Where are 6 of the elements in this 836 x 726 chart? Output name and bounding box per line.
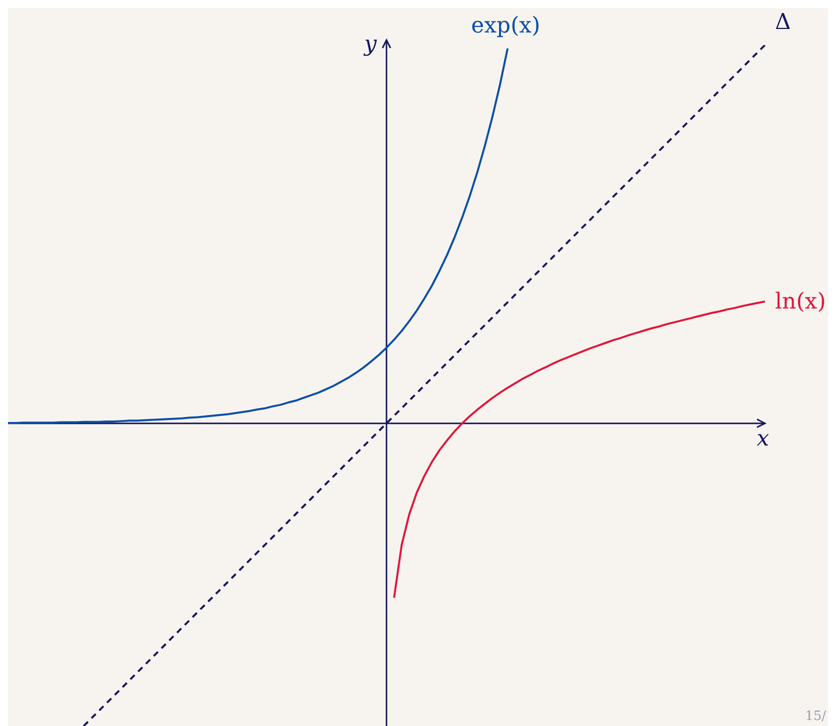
series-label: Δ: [775, 10, 791, 35]
text: 15/: [805, 709, 827, 724]
series-label: ln(x): [775, 290, 826, 315]
series-label: exp(x): [471, 13, 540, 38]
y-axis-title: y: [363, 32, 378, 57]
x-axis-title: x: [756, 426, 770, 452]
